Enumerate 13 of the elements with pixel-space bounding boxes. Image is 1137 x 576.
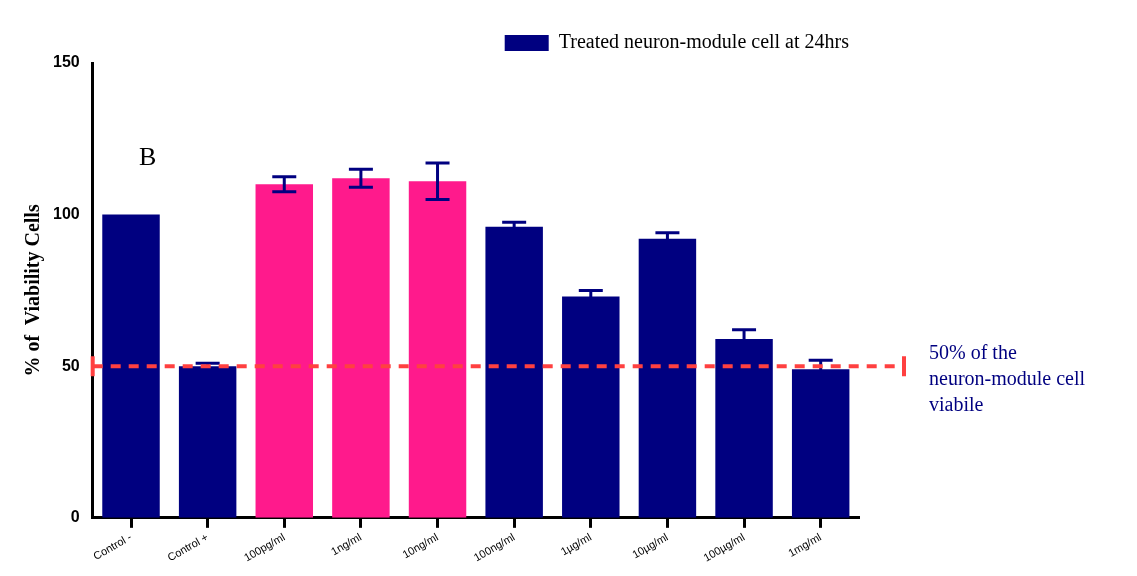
bar [102, 214, 160, 518]
legend-label: Treated neuron-module cell at 24hrs [558, 30, 850, 53]
annotation: B [139, 141, 157, 171]
y-tick-label: 150 [52, 53, 80, 71]
bar [255, 184, 314, 518]
ref-line-label: 50% of the neuron-module cell viabile [929, 341, 1086, 416]
bar [178, 366, 237, 518]
bar [408, 181, 467, 518]
bar [332, 178, 390, 518]
y-axis-title: % of Viability Cells [21, 204, 45, 377]
y-tick-label: 100 [52, 205, 80, 223]
y-tick-label: 0 [70, 508, 80, 526]
y-tick-label: 50 [61, 356, 80, 374]
